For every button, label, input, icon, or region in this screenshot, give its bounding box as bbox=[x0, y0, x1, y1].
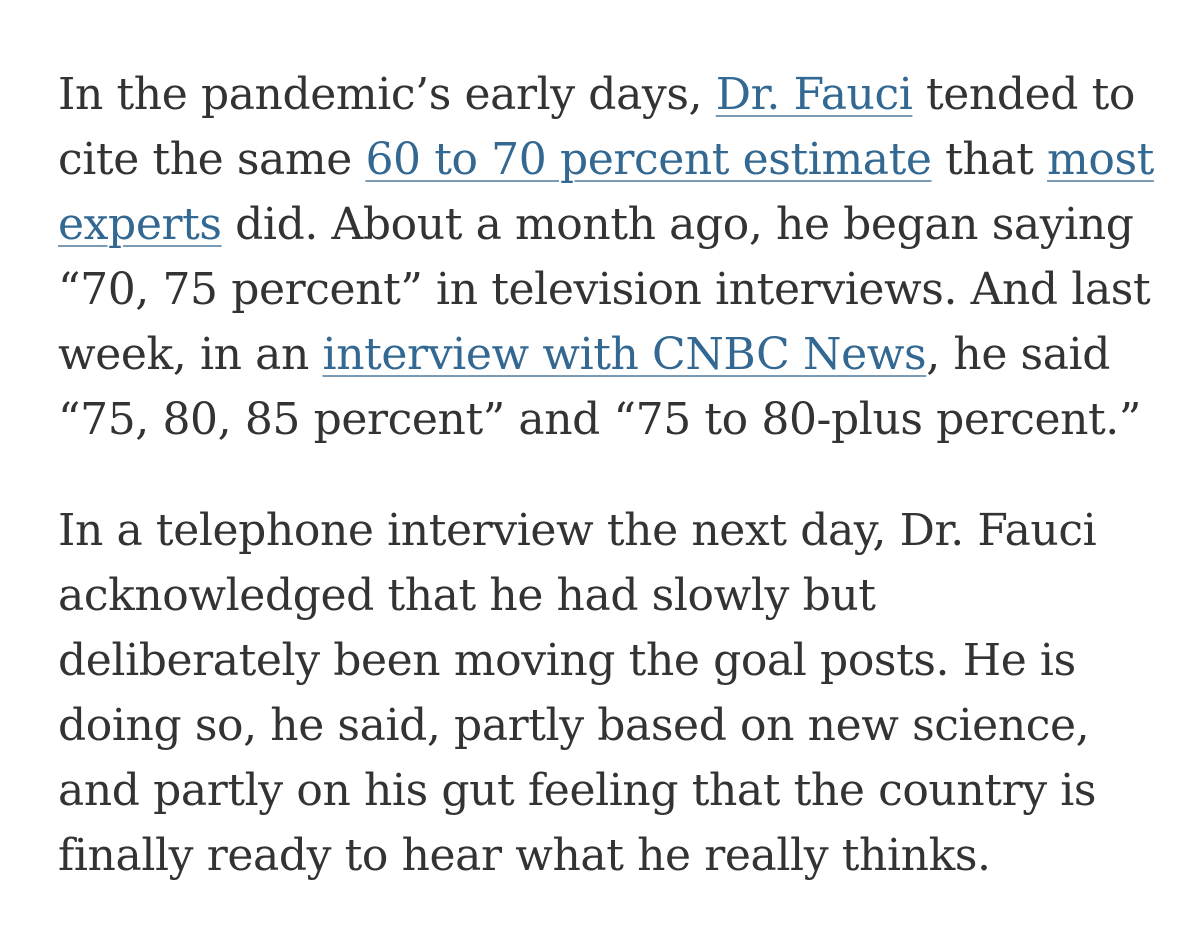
link-60-to-70-percent-estimate[interactable]: 60 to 70 percent estimate bbox=[365, 134, 932, 185]
text-run: week, in an bbox=[58, 329, 323, 380]
paragraph-2: In a telephone interview the next day, D… bbox=[58, 498, 1158, 888]
paragraph-line: week, in an interview with CNBC News, he… bbox=[58, 322, 1158, 387]
text-run: did. About a month ago, he began saying bbox=[221, 199, 1134, 250]
paragraph-line: and partly on his gut feeling that the c… bbox=[58, 765, 1097, 816]
text-run: , he said bbox=[926, 329, 1110, 380]
paragraph-line: In a telephone interview the next day, D… bbox=[58, 505, 1097, 556]
link-most-experts-part-1[interactable]: most bbox=[1047, 134, 1154, 185]
text-run: In the pandemic’s early days, bbox=[58, 69, 716, 120]
link-interview-with-cnbc-news[interactable]: interview with CNBC News bbox=[322, 329, 927, 380]
paragraph-line: cite the same 60 to 70 percent estimate … bbox=[58, 127, 1158, 192]
link-most-experts-part-2[interactable]: experts bbox=[58, 199, 222, 250]
paragraph-line: finally ready to hear what he really thi… bbox=[58, 830, 991, 881]
text-run: that bbox=[931, 134, 1048, 185]
paragraph-line: “70, 75 percent” in television interview… bbox=[58, 264, 1151, 315]
paragraph-line: deliberately been moving the goal posts.… bbox=[58, 635, 1076, 686]
paragraph-line: doing so, he said, partly based on new s… bbox=[58, 700, 1090, 751]
paragraph-line: “75, 80, 85 percent” and “75 to 80-plus … bbox=[58, 394, 1141, 445]
paragraph-line: acknowledged that he had slowly but bbox=[58, 570, 876, 621]
paragraph-line: experts did. About a month ago, he began… bbox=[58, 192, 1158, 257]
link-dr-fauci[interactable]: Dr. Fauci bbox=[715, 69, 913, 120]
paragraph-1: In the pandemic’s early days, Dr. Fauci … bbox=[58, 62, 1158, 452]
article-body: In the pandemic’s early days, Dr. Fauci … bbox=[58, 62, 1158, 888]
text-run: tended to bbox=[912, 69, 1135, 120]
paragraph-line: In the pandemic’s early days, Dr. Fauci … bbox=[58, 62, 1158, 127]
text-run: cite the same bbox=[58, 134, 366, 185]
